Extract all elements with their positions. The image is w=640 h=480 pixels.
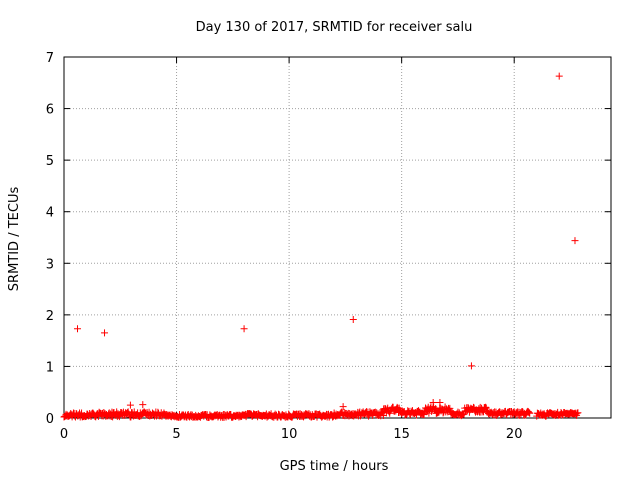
data-point	[482, 403, 490, 411]
data-points	[60, 72, 582, 421]
data-point	[101, 329, 109, 337]
x-tick-label: 20	[506, 427, 523, 442]
x-axis-label: GPS time / hours	[280, 459, 389, 474]
data-point	[126, 401, 134, 409]
data-point	[395, 404, 403, 412]
y-tick-label: 6	[46, 103, 54, 118]
data-point	[482, 404, 490, 412]
data-point	[446, 404, 454, 412]
data-point	[74, 325, 82, 333]
y-tick-label: 2	[46, 309, 54, 324]
data-point	[555, 72, 563, 80]
y-axis-ticks: 0 1 2 3 4 5 6 7	[46, 51, 611, 427]
x-tick-label: 10	[281, 427, 298, 442]
y-tick-label: 7	[46, 51, 54, 66]
data-point	[436, 399, 444, 407]
data-point	[571, 237, 579, 245]
grid-lines	[64, 57, 611, 418]
data-point	[339, 403, 347, 411]
data-point	[349, 315, 357, 323]
data-point	[467, 362, 475, 370]
data-point	[240, 325, 248, 333]
data-point	[525, 409, 533, 417]
data-point	[574, 409, 582, 417]
data-point	[524, 408, 532, 416]
x-tick-label: 0	[60, 427, 68, 442]
y-tick-label: 4	[46, 206, 54, 221]
y-tick-label: 5	[46, 154, 54, 169]
y-axis-label: SRMTID / TECUs	[7, 187, 22, 292]
x-tick-label: 15	[393, 427, 410, 442]
x-tick-label: 5	[172, 427, 180, 442]
data-point	[139, 401, 147, 409]
y-tick-label: 1	[46, 360, 54, 375]
data-point	[526, 409, 534, 417]
chart-title: Day 130 of 2017, SRMTID for receiver sal…	[196, 20, 473, 35]
y-tick-label: 3	[46, 257, 54, 272]
data-point	[432, 405, 440, 413]
data-point	[429, 399, 437, 407]
y-tick-label: 0	[46, 412, 54, 427]
